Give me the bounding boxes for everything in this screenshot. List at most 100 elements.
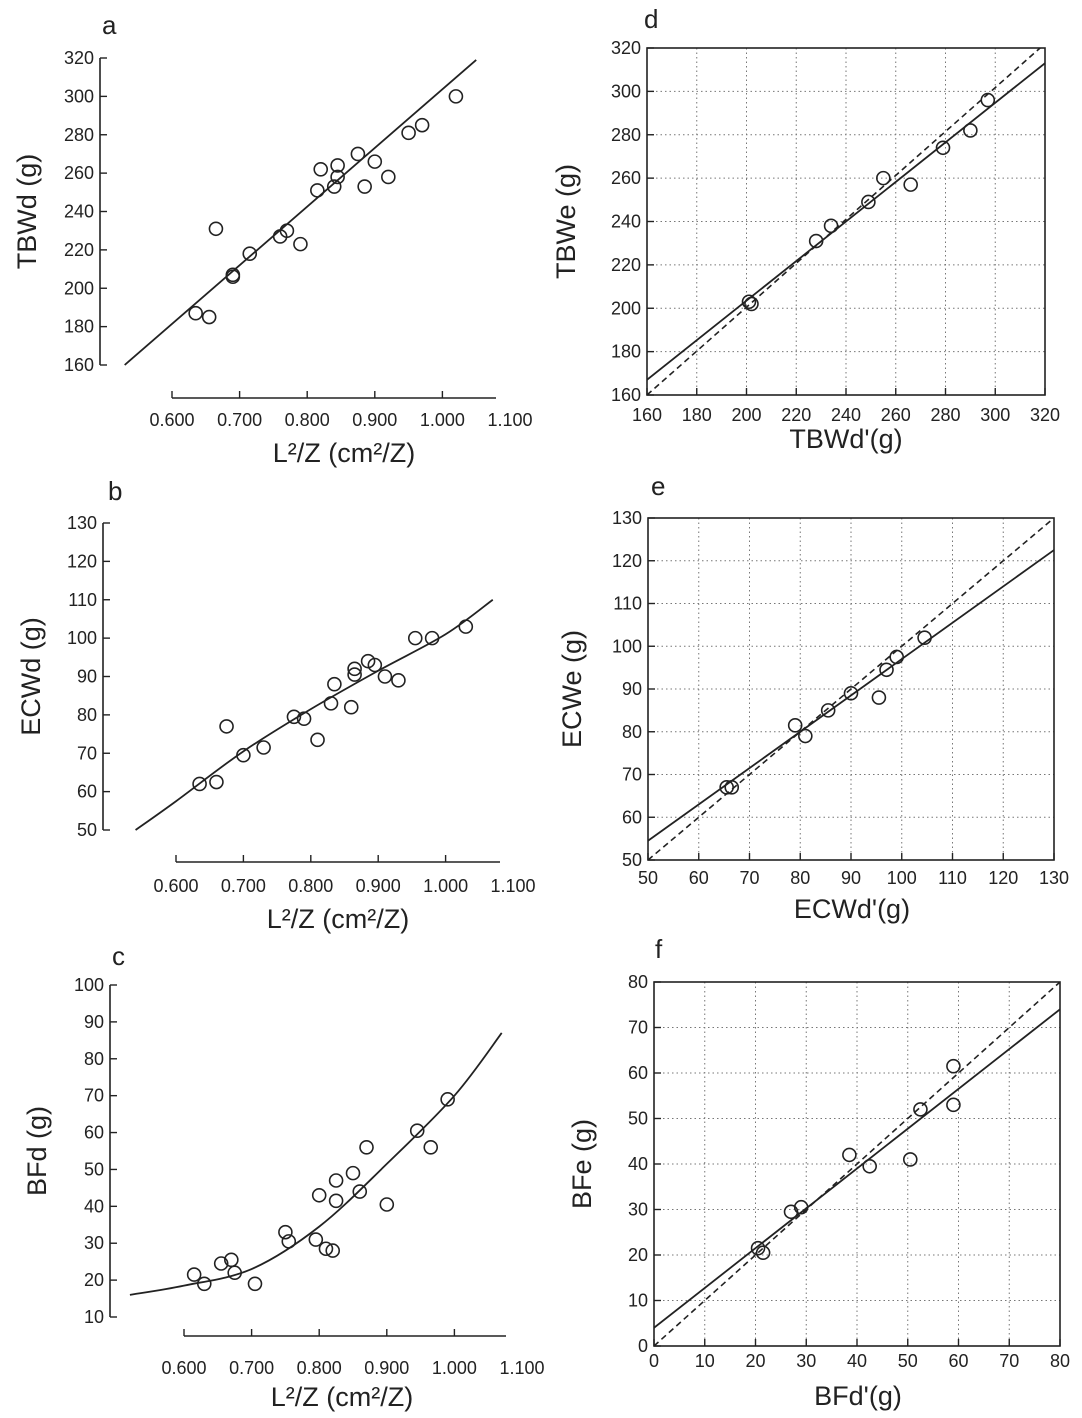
data-point: [296, 711, 312, 727]
x-axis-title: L²/Z (cm²/Z): [271, 1382, 413, 1412]
y-tick-label: 120: [612, 551, 642, 571]
y-tick-label: 130: [612, 508, 642, 528]
data-point: [913, 1102, 928, 1117]
y-tick-label: 130: [67, 513, 97, 533]
x-tick-label: 1.100: [499, 1358, 544, 1378]
x-tick-label: 0.600: [149, 410, 194, 430]
x-tick-label: 30: [796, 1351, 816, 1371]
data-point: [219, 719, 234, 734]
y-tick-label: 20: [84, 1270, 104, 1290]
regression-line: [654, 1008, 1060, 1329]
plot-area: [648, 518, 1054, 860]
y-tick-label: 280: [611, 125, 641, 145]
x-tick-label: 0.700: [221, 876, 266, 896]
x-tick-label: 70: [999, 1351, 1019, 1371]
data-point: [330, 169, 345, 185]
data-point: [917, 630, 932, 646]
data-point: [293, 236, 308, 252]
panel-letter: c: [112, 941, 125, 971]
data-point: [798, 728, 813, 744]
y-tick-label: 20: [628, 1245, 648, 1265]
y-tick-label: 70: [84, 1086, 104, 1106]
data-point: [310, 183, 325, 198]
x-tick-label: 180: [682, 405, 712, 425]
y-tick-label: 220: [64, 240, 94, 260]
data-point: [903, 177, 918, 192]
x-tick-label: 130: [1039, 868, 1069, 888]
data-point: [820, 703, 836, 718]
y-tick-label: 70: [628, 1018, 648, 1038]
data-point: [409, 1123, 425, 1139]
data-point: [313, 161, 329, 177]
x-tick-label: 0.800: [285, 410, 330, 430]
data-point: [345, 1165, 361, 1181]
x-tick-label: 60: [948, 1351, 968, 1371]
data-point: [311, 1187, 327, 1203]
y-tick-label: 80: [622, 722, 642, 742]
y-tick-label: 90: [77, 667, 97, 687]
data-point: [391, 673, 406, 688]
panel-letter: d: [644, 4, 658, 34]
y-tick-label: 100: [612, 636, 642, 656]
panel-letter: f: [655, 934, 663, 964]
y-tick-label: 30: [84, 1233, 104, 1253]
data-point: [347, 661, 362, 677]
data-point: [242, 246, 258, 262]
data-point: [188, 305, 203, 321]
y-tick-label: 50: [628, 1109, 648, 1129]
x-tick-label: 240: [831, 405, 861, 425]
data-point: [744, 296, 759, 312]
data-point: [407, 630, 423, 646]
y-tick-label: 180: [64, 317, 94, 337]
y-tick-label: 100: [67, 628, 97, 648]
data-point: [946, 1058, 961, 1074]
y-tick-label: 320: [611, 38, 641, 58]
data-point: [343, 699, 359, 715]
y-axis-title: TBWe (g): [551, 164, 581, 279]
data-point: [326, 179, 342, 194]
data-point: [330, 158, 345, 173]
data-point: [379, 1197, 395, 1212]
y-tick-label: 30: [628, 1200, 648, 1220]
x-tick-label: 90: [841, 868, 861, 888]
x-tick-label: 200: [731, 405, 761, 425]
x-axis-title: L²/Z (cm²/Z): [273, 438, 415, 468]
data-point: [902, 1152, 918, 1167]
data-point: [861, 194, 876, 210]
data-point: [347, 667, 362, 682]
y-tick-label: 50: [77, 820, 97, 840]
data-point: [424, 630, 440, 646]
data-point: [225, 269, 241, 285]
x-tick-label: 320: [1030, 405, 1060, 425]
data-point: [808, 233, 824, 249]
data-point: [458, 619, 474, 634]
y-tick-label: 70: [77, 743, 97, 763]
panel-a: 160 180 200 220 240 260 280 300 320 0.600 0.700 0.8…: [12, 10, 533, 468]
y-axis-title: BFd (g): [22, 1106, 52, 1196]
panel-letter: b: [108, 476, 122, 506]
y-tick-label: 90: [84, 1012, 104, 1032]
y-tick-label: 60: [77, 782, 97, 802]
data-point: [423, 1140, 439, 1155]
regression-line: [647, 62, 1045, 381]
x-tick-label: 0.900: [356, 876, 401, 896]
x-tick-label: 10: [695, 1351, 715, 1371]
plot-area: [654, 982, 1060, 1346]
data-point: [823, 218, 839, 234]
plot-area: [124, 59, 477, 366]
data-point: [889, 649, 904, 665]
data-point: [208, 221, 224, 237]
x-tick-label: 80: [790, 868, 810, 888]
x-tick-label: 1.000: [423, 876, 468, 896]
x-tick-label: 20: [745, 1351, 765, 1371]
x-tick-label: 100: [887, 868, 917, 888]
y-tick-label: 240: [611, 212, 641, 232]
data-point: [787, 718, 803, 733]
y-tick-label: 50: [622, 850, 642, 870]
data-point: [256, 740, 271, 755]
panel-b: 50 60 70 80 90 100 110 120 130 0.600 0.700 0.800 0.9…: [16, 476, 536, 934]
data-point: [414, 117, 430, 133]
data-point: [401, 125, 416, 141]
data-point: [879, 662, 894, 678]
regression-line: [124, 59, 477, 366]
